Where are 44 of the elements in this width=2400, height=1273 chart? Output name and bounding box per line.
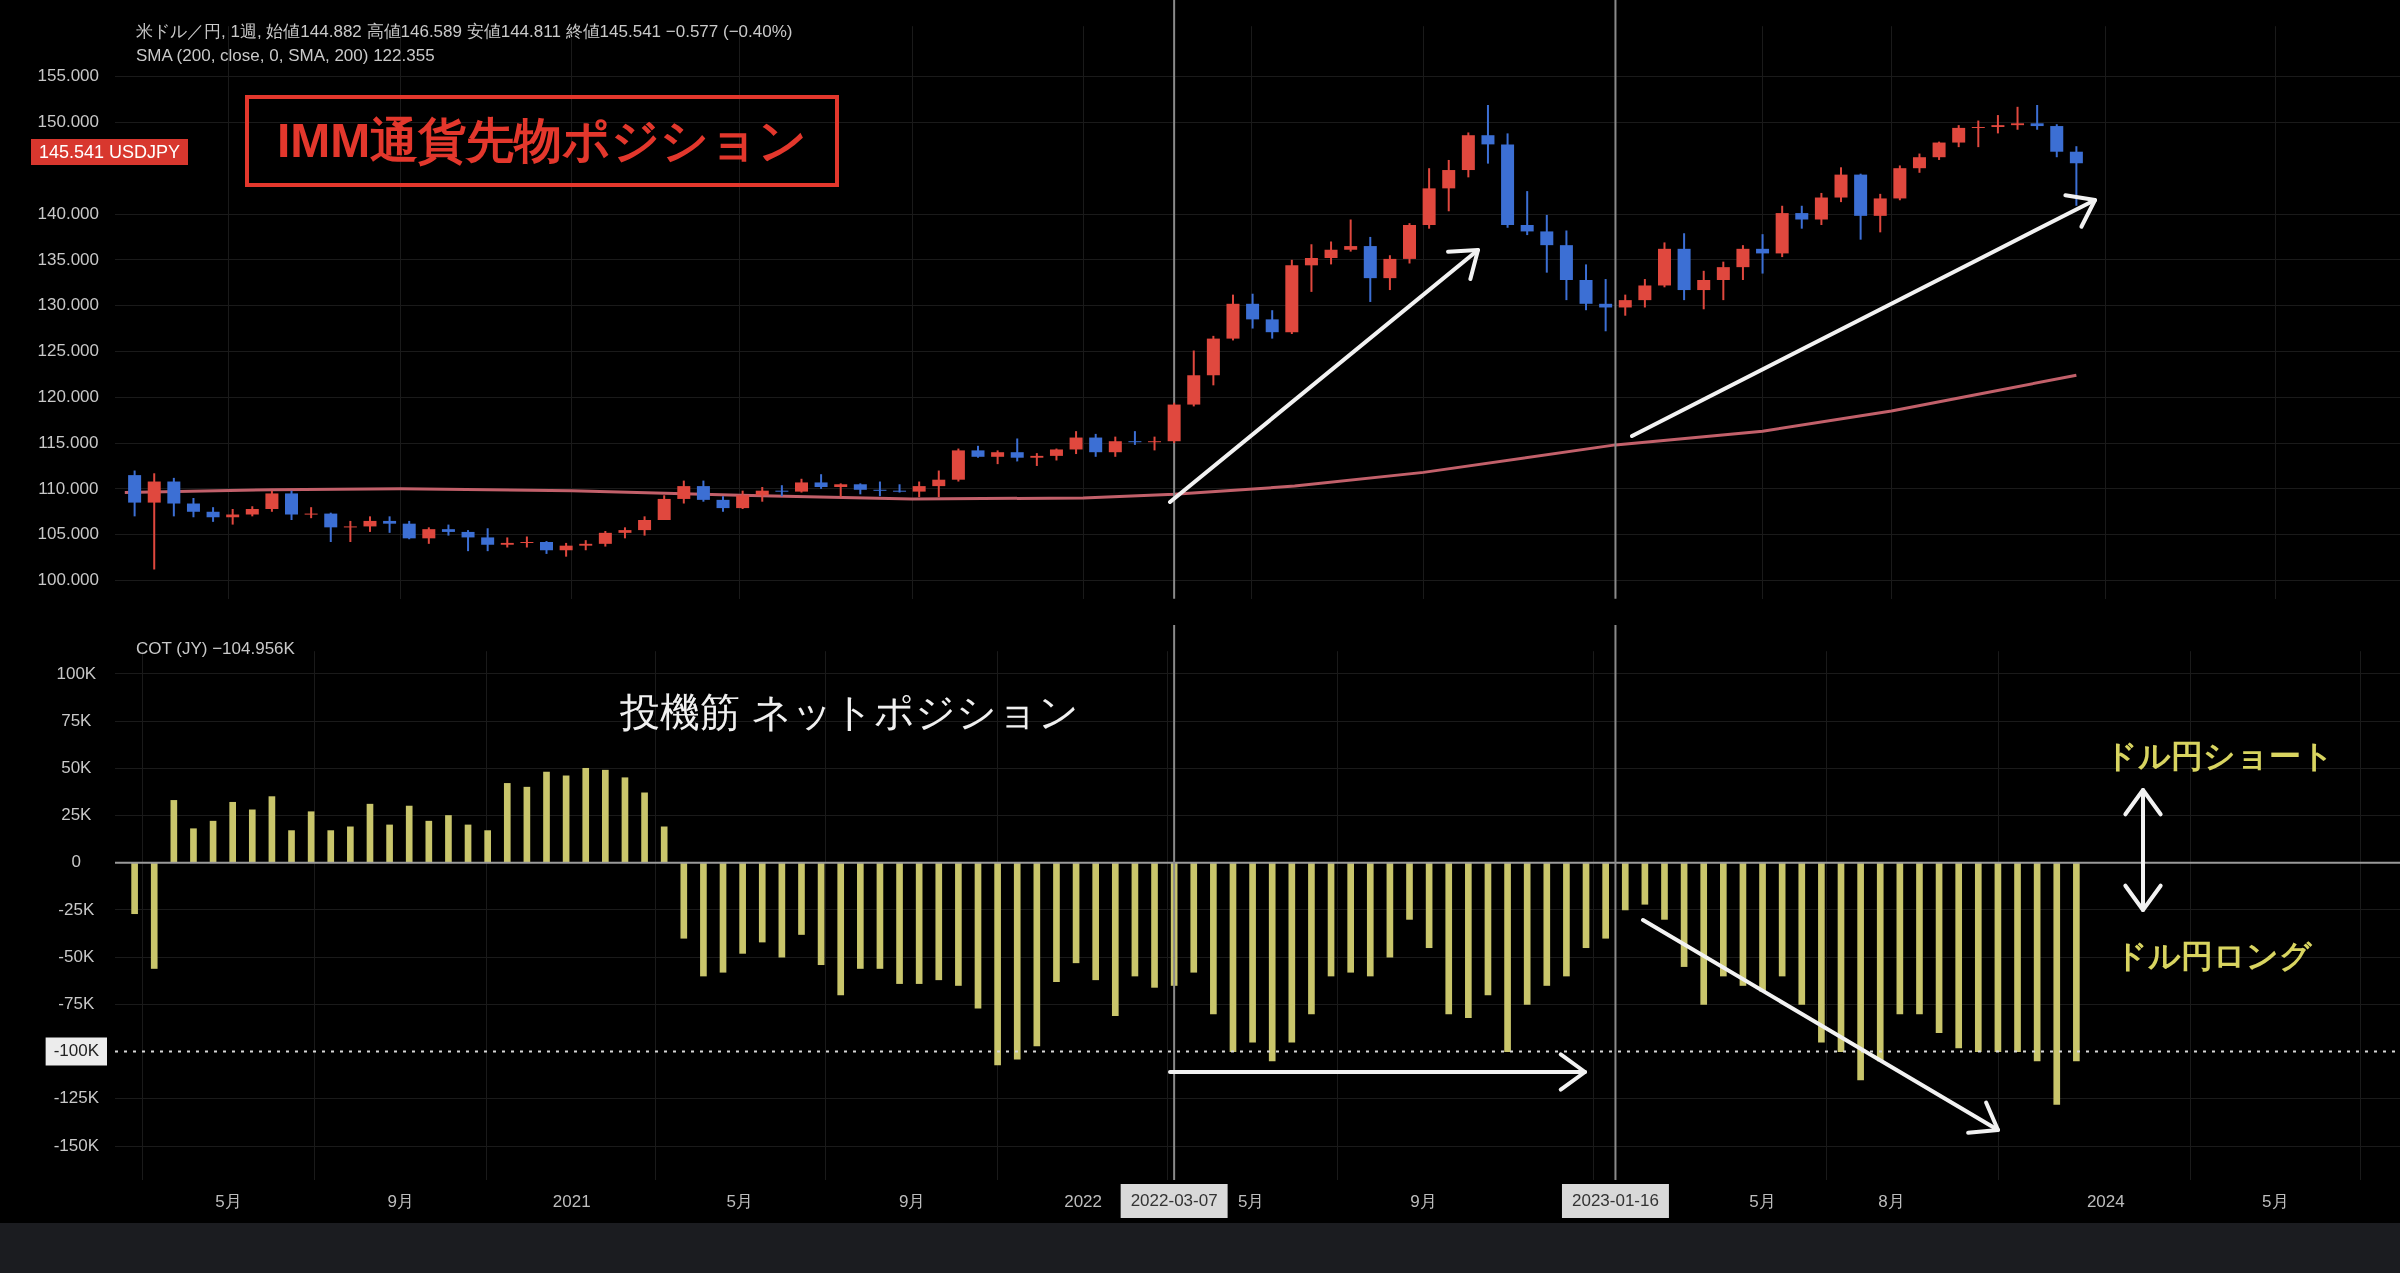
y-tick-label: 0 bbox=[71, 852, 82, 872]
x-tick-label: 9月 bbox=[387, 1191, 415, 1211]
annotation: ドル円ショート bbox=[2105, 737, 2334, 776]
y-tick-label: 120.000 bbox=[37, 386, 99, 406]
x-tick-label: 5月 bbox=[1749, 1191, 1776, 1211]
y-tick-label: -75K bbox=[58, 994, 95, 1014]
text: IMM通貨先物ポジション bbox=[245, 95, 840, 187]
y-tick-label: 25K bbox=[61, 805, 93, 825]
y-tick-label: 115.000 bbox=[38, 432, 99, 452]
y-tick-label: 140.000 bbox=[37, 203, 99, 223]
y-tick-label: 100.000 bbox=[37, 570, 99, 590]
y-tick-label: -25K bbox=[58, 899, 95, 919]
x-tick-label: 9月 bbox=[898, 1191, 926, 1211]
ref-line-label: -100K bbox=[53, 1041, 100, 1061]
annotation: ドル円ロング bbox=[2115, 937, 2312, 976]
x-tick-label: 5月 bbox=[726, 1191, 754, 1211]
y-tick-label: 100K bbox=[56, 663, 97, 683]
ref-line-label: 2023-01-16 bbox=[1571, 1190, 1659, 1210]
y-tick-label: -125K bbox=[53, 1088, 100, 1108]
x-tick-label: 2022 bbox=[1064, 1191, 1102, 1211]
y-tick-label: -150K bbox=[53, 1135, 100, 1155]
y-tick-label: 105.000 bbox=[37, 524, 99, 544]
annotation: 米ドル／円, 1週, 始値144.882 高値146.589 安値144.811 終値145.541 −0.577 (−0.40%) bbox=[136, 21, 793, 43]
y-tick-label: 130.000 bbox=[37, 295, 99, 315]
annotation: 145.541 USDJPY bbox=[31, 139, 189, 165]
ref-line-label: 2022-03-07 bbox=[1130, 1190, 1218, 1210]
x-tick-label: 9月 bbox=[1410, 1191, 1437, 1211]
y-tick-label: 110.000 bbox=[38, 478, 99, 498]
y-tick-label: 50K bbox=[61, 757, 93, 777]
x-tick-label: 2021 bbox=[552, 1191, 591, 1211]
annotation: SMA (200, close, 0, SMA, 200) 122.355 bbox=[136, 46, 435, 66]
annotation: COT (JY) −104.956K bbox=[136, 639, 295, 659]
y-tick-label: 150.000 bbox=[37, 112, 99, 132]
y-tick-label: -50K bbox=[58, 946, 95, 966]
y-tick-label: 155.000 bbox=[37, 66, 99, 86]
x-tick-label: 5月 bbox=[1237, 1191, 1265, 1211]
x-tick-label: 2024 bbox=[2086, 1191, 2125, 1211]
y-tick-label: 75K bbox=[61, 710, 93, 730]
y-tick-label: 125.000 bbox=[37, 341, 99, 361]
y-tick-label: 135.000 bbox=[37, 249, 99, 269]
x-tick-label: 5月 bbox=[215, 1191, 242, 1211]
x-tick-label: 5月 bbox=[2262, 1191, 2289, 1211]
x-tick-label: 8月 bbox=[1878, 1191, 1905, 1211]
text: 投機筋 ネットポジション bbox=[620, 689, 1080, 736]
